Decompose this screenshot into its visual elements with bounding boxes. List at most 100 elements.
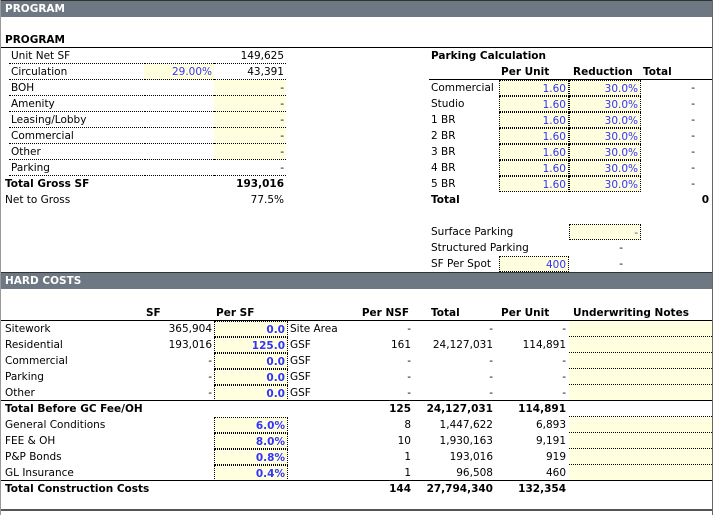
program-row-value[interactable]: -: [214, 128, 286, 144]
parking-per-unit-input[interactable]: 1.60: [499, 144, 569, 160]
hc-row-per-nsf: -: [407, 355, 411, 367]
program-title: PROGRAM: [5, 34, 65, 46]
hc-row-total: -: [489, 355, 493, 367]
hc-header-total: Total: [431, 307, 460, 319]
parking-reduction-input[interactable]: 30.0%: [569, 96, 641, 112]
hc-per-sf-input[interactable]: 0.0: [214, 369, 288, 385]
parking-per-unit-input[interactable]: 1.60: [499, 128, 569, 144]
parking-reduction-input[interactable]: 30.0%: [569, 80, 641, 96]
parking-reduction-input[interactable]: 30.0%: [569, 176, 641, 192]
hc-subtotal-per-unit: 114,891: [518, 403, 566, 415]
hc-header-per-sf: Per SF: [216, 307, 255, 319]
hc-grand-total-total: 27,794,340: [426, 483, 493, 495]
program-row-label: Parking: [9, 160, 145, 176]
parking-reduction-input[interactable]: 30.0%: [569, 112, 641, 128]
hc-notes-input[interactable]: [569, 321, 712, 337]
hc-per-sf-input[interactable]: 0.0: [214, 385, 288, 401]
hc-per-sf-input[interactable]: 0.0: [214, 321, 288, 337]
hc-fee-per-unit: 919: [545, 451, 566, 463]
hc-fee-per-nsf: 1: [404, 467, 411, 479]
program-row-value[interactable]: -: [214, 80, 286, 96]
surface-parking-input[interactable]: -: [569, 224, 641, 240]
parking-per-unit-input[interactable]: 1.60: [499, 112, 569, 128]
total-gross-sf-value: 193,016: [236, 178, 284, 190]
hc-notes-input[interactable]: [569, 417, 712, 433]
program-row-pct: [144, 128, 214, 144]
hc-fee-label: GL Insurance: [5, 467, 74, 479]
hc-row-label: Commercial: [5, 355, 68, 367]
parking-per-unit-input[interactable]: 1.60: [499, 96, 569, 112]
hc-fee-pct-input[interactable]: 6.0%: [214, 417, 288, 433]
hc-fee-total: 1,930,163: [439, 435, 493, 447]
hc-header-per-unit: Per Unit: [501, 307, 550, 319]
hc-notes-input[interactable]: [569, 337, 712, 353]
parking-reduction-input[interactable]: 30.0%: [569, 144, 641, 160]
hc-fee-pct-input[interactable]: 8.0%: [214, 433, 288, 449]
program-row-value[interactable]: -: [214, 96, 286, 112]
hc-notes-input[interactable]: [569, 465, 712, 481]
sf-per-spot-label: SF Per Spot: [431, 258, 491, 270]
program-row-pct[interactable]: 29.00%: [144, 64, 214, 80]
hc-per-sf-input[interactable]: 0.0: [214, 353, 288, 369]
hc-row-sf: 365,904: [168, 323, 212, 335]
net-to-gross-label: Net to Gross: [5, 194, 71, 206]
parking-calc-title: Parking Calculation: [431, 50, 546, 62]
hc-row-label: Other: [5, 387, 35, 399]
parking-row-label: 2 BR: [431, 130, 456, 142]
hc-notes-input[interactable]: [569, 385, 712, 401]
parking-row-total: -: [691, 146, 695, 158]
program-row-pct: [144, 144, 214, 160]
parking-row-label: 4 BR: [431, 162, 456, 174]
parking-reduction-input[interactable]: 30.0%: [569, 160, 641, 176]
hc-fee-pct-input[interactable]: 0.8%: [214, 449, 288, 465]
hc-header-notes: Underwriting Notes: [573, 307, 689, 319]
parking-row-label: 1 BR: [431, 114, 456, 126]
sf-per-spot-value: -: [619, 258, 623, 270]
program-row-pct: [144, 160, 214, 176]
total-gross-sf-label: Total Gross SF: [5, 178, 90, 190]
hc-row-basis: GSF: [290, 371, 311, 383]
hc-row-total: -: [489, 323, 493, 335]
hc-notes-input[interactable]: [569, 449, 712, 465]
hc-fee-per-unit: 6,893: [535, 419, 566, 431]
hc-row-sf: -: [208, 371, 212, 383]
parking-per-unit-input[interactable]: 1.60: [499, 176, 569, 192]
hc-fee-label: FEE & OH: [5, 435, 56, 447]
hc-row-basis: GSF: [290, 387, 311, 399]
parking-header-per-unit: Per Unit: [501, 66, 550, 78]
hard-costs-banner: HARD COSTS: [1, 272, 712, 289]
program-row-value[interactable]: -: [214, 112, 286, 128]
hc-fee-label: P&P Bonds: [5, 451, 62, 463]
parking-row-label: 5 BR: [431, 178, 456, 190]
program-title-underline: [1, 47, 712, 48]
program-row-label: Commercial: [9, 128, 145, 144]
parking-header-underline: [429, 79, 712, 80]
parking-total-label: Total: [431, 194, 460, 206]
program-row-value[interactable]: -: [214, 144, 286, 160]
parking-per-unit-input[interactable]: 1.60: [499, 80, 569, 96]
hc-notes-input[interactable]: [569, 353, 712, 369]
hc-header-underline: [1, 320, 712, 321]
hc-fee-pct-input[interactable]: 0.4%: [214, 465, 288, 481]
hc-notes-input[interactable]: [569, 433, 712, 449]
hc-header-per-nsf: Per NSF: [361, 307, 409, 319]
hc-subtotal-total: 24,127,031: [426, 403, 493, 415]
structured-parking-value: -: [619, 242, 623, 254]
program-row-pct: [144, 48, 214, 64]
structured-parking-label: Structured Parking: [431, 242, 529, 254]
parking-row-total: -: [691, 178, 695, 190]
hc-fee-label: General Conditions: [5, 419, 106, 431]
parking-reduction-input[interactable]: 30.0%: [569, 128, 641, 144]
parking-per-unit-input[interactable]: 1.60: [499, 160, 569, 176]
hc-fee-per-nsf: 1: [404, 451, 411, 463]
parking-row-label: Commercial: [431, 82, 494, 94]
hc-row-basis: Site Area: [290, 323, 338, 335]
sf-per-spot-input[interactable]: 400: [499, 256, 569, 272]
hc-per-sf-input[interactable]: 125.0: [214, 337, 288, 353]
hc-fee-total: 1,447,622: [439, 419, 493, 431]
parking-row-total: -: [691, 98, 695, 110]
hc-notes-input[interactable]: [569, 369, 712, 385]
hc-fee-per-unit: 460: [545, 467, 566, 479]
hc-row-per-nsf: -: [407, 371, 411, 383]
program-row-label: Leasing/Lobby: [9, 112, 145, 128]
